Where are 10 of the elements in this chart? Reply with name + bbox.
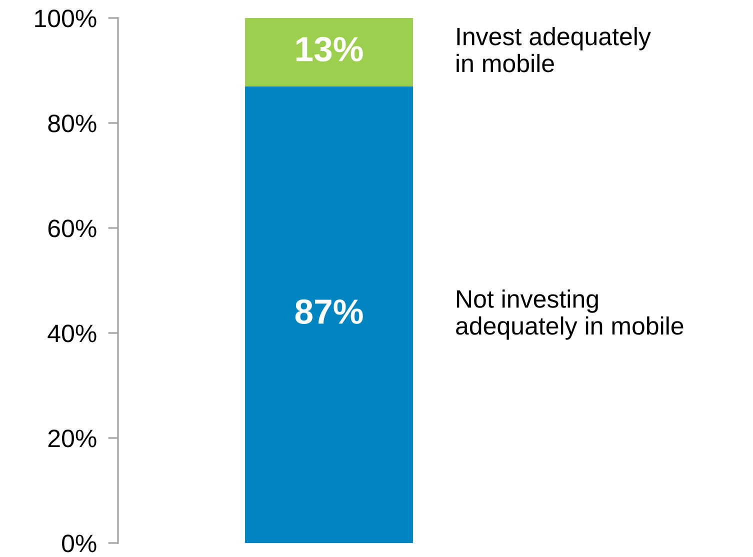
y-tick-label: 40% [48, 324, 96, 342]
data-label: 87% [295, 299, 363, 324]
y-tick-label: 20% [48, 430, 96, 448]
y-tick-label: 0% [62, 534, 96, 552]
data-label: 13% [296, 36, 363, 62]
y-tick-label: 100% [35, 10, 96, 28]
y-tick-label: 60% [48, 220, 96, 238]
y-tick-label: 80% [48, 114, 96, 132]
series-label: Not investing adequately in mobile [456, 290, 684, 340]
series-label: Invest adequately in mobile [456, 27, 651, 72]
